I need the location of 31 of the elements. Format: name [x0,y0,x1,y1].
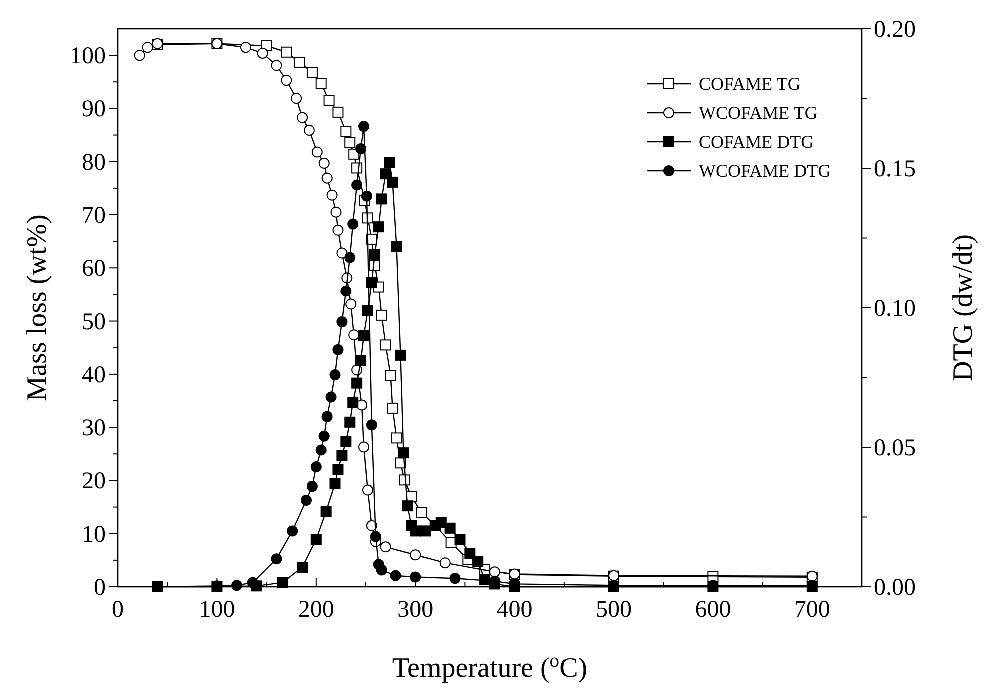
y-tick-label: 100 [70,44,106,70]
y-tick-label: 20 [82,468,106,495]
y2-tick-label: 0.10 [874,296,916,322]
x-tick-label: 300 [398,597,434,623]
y-tick-label: 70 [82,203,106,229]
legend-label: COFAME TG [699,74,801,94]
legend-label: WCOFAME DTG [699,161,832,181]
y-axis-title: Mass loss (wt%) [22,214,53,402]
x-axis-title: Temperature ($^{o}$C) [392,650,588,684]
y-tick-label: 40 [82,362,106,388]
y2-tick-label: 0.00 [874,575,916,601]
y-tick-label: 0 [94,575,106,601]
x-tick-label: 500 [596,597,632,623]
x-tick-label: 600 [695,597,732,623]
legend-label: WCOFAME TG [699,103,818,123]
x-tick-label: 200 [298,597,334,623]
y2-tick-label: 0.15 [874,156,916,182]
y2-axis-title: DTG (dw/dt) [948,234,979,382]
y-tick-label: 90 [82,96,106,123]
legend-label: COFAME DTG [699,132,814,152]
y-tick-label: 60 [82,256,106,282]
x-tick-label: 400 [496,597,533,623]
x-tick-label: 0 [112,597,124,623]
y-tick-label: 10 [82,522,106,548]
y2-tick-label: 0.20 [874,17,916,43]
y-tick-label: 80 [82,150,106,176]
y-tick-label: 30 [82,416,106,442]
y2-tick-label: 0.05 [874,436,916,462]
y-tick-label: 50 [82,309,106,336]
x-tick-label: 700 [794,597,830,623]
x-tick-label: 100 [199,597,236,623]
